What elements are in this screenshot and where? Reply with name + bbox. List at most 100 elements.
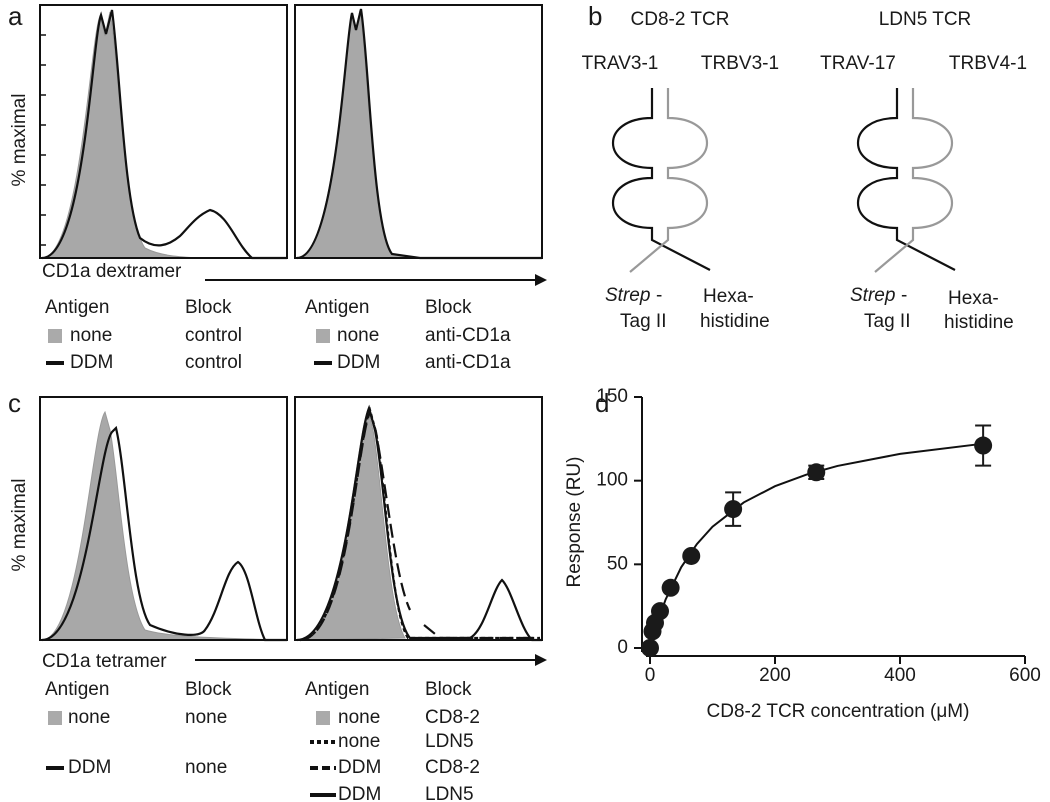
legend-text: anti-CD1a [425,352,511,373]
legend-text: none [70,325,112,346]
legend-text: CD8-2 [425,707,480,728]
y-tick-label: 50 [607,553,628,574]
legend-text: DDM [338,784,381,802]
data-point [651,602,669,621]
panel-letter: a [8,1,23,31]
plot-frame [294,396,543,641]
x-label: CD1a dextramer [42,261,182,282]
legend-header: Antigen [45,297,109,318]
x-tick-label: 0 [645,665,656,686]
chain-label: TRAV3-1 [582,53,659,74]
legend-header: Block [185,679,232,700]
histogram-line [299,408,540,642]
y-label: % maximal [9,94,30,187]
chain-label: TRBV4-1 [949,53,1027,74]
legend-text: none [337,325,379,346]
y-tick-label: 100 [596,470,628,491]
x-label: CD1a tetramer [42,651,167,672]
beta-chain [874,88,953,273]
tag-label: - [656,285,662,306]
plot-frame [39,4,288,259]
histogram-a2 [294,4,543,260]
histogram-c1 [39,396,288,642]
tcr-name: LDN5 TCR [879,9,972,30]
tag-label: - [901,285,907,306]
arrow-head [535,654,547,666]
legend-header: Block [425,679,472,700]
tcr-diagram: CD8-2 TCR TRAV3-1 TRBV3-1 Strep - Tag II … [582,9,779,332]
histogram-fill [41,410,288,641]
legend-header: Antigen [305,297,369,318]
x-tick-label: 200 [759,665,791,686]
legend-text: CD8-2 [425,757,480,778]
tag-label: Strep [850,285,895,306]
plot-frame [294,4,543,259]
tag-label: histidine [700,311,770,332]
panel-letter: d [595,388,609,418]
tag-label: histidine [944,312,1014,333]
x-tick-label: 400 [884,665,916,686]
axis-ticks [40,34,46,246]
legend-text: none [185,757,227,778]
histogram-fill [41,11,201,259]
legend-text: DDM [70,352,113,373]
legend-text: none [68,707,110,728]
legend-header: Antigen [45,679,109,700]
legend-text: none [338,731,380,752]
legend-swatch [316,711,330,725]
x-axis-title: CD8-2 TCR concentration (μM) [707,701,970,722]
legend-text: none [338,707,380,728]
legend-header: Antigen [305,679,369,700]
legend-text: control [185,325,242,346]
chart: 0 50 100 150 0 200 400 600 [596,386,1041,686]
legend-swatch [316,329,330,343]
alpha-chain [612,88,711,271]
plot-frame [39,396,288,641]
histogram-line [41,425,287,642]
histogram-line [41,9,287,260]
histogram-a1 [39,4,288,260]
tag-label: Strep [605,285,650,306]
data-point [661,578,680,597]
histogram-fill [296,9,421,259]
data-point [641,639,659,657]
legend-text: DDM [68,757,111,778]
legend-text: DDM [338,757,381,778]
tcr-diagram: LDN5 TCR TRAV-17 TRBV4-1 Strep - Tag II H… [820,9,1027,333]
data-point [724,500,743,519]
y-axis-title: Response (RU) [564,457,585,588]
legend-swatch [48,711,62,725]
y-label: % maximal [9,479,30,572]
legend-text: DDM [337,352,380,373]
panel-letter: b [588,1,602,31]
data-point [807,463,826,482]
tag-label: Tag II [620,311,666,332]
tag-label: Tag II [864,311,910,332]
histogram-c2 [294,396,543,642]
y-tick-label: 150 [596,386,628,407]
data-point [682,546,701,565]
chain-label: TRAV-17 [820,53,896,74]
beta-chain [629,88,708,273]
histogram-line [296,8,542,260]
x-tick-label: 600 [1009,665,1041,686]
tcr-name: CD8-2 TCR [631,9,730,30]
legend-text: control [185,352,242,373]
arrow-head [535,274,547,286]
panel-letter: c [8,388,21,418]
legend-text: anti-CD1a [425,325,511,346]
legend-header: Block [185,297,232,318]
chain-label: TRBV3-1 [701,53,779,74]
legend-text: none [185,707,227,728]
legend-text: LDN5 [425,731,474,752]
data-point [974,436,993,455]
y-tick-label: 0 [617,637,628,658]
legend-header: Block [425,297,472,318]
alpha-chain [857,88,956,271]
legend-text: LDN5 [425,784,474,802]
tag-label: Hexa- [703,286,754,307]
tag-label: Hexa- [948,288,999,309]
legend-swatch [48,329,62,343]
histogram-fill [296,408,406,641]
